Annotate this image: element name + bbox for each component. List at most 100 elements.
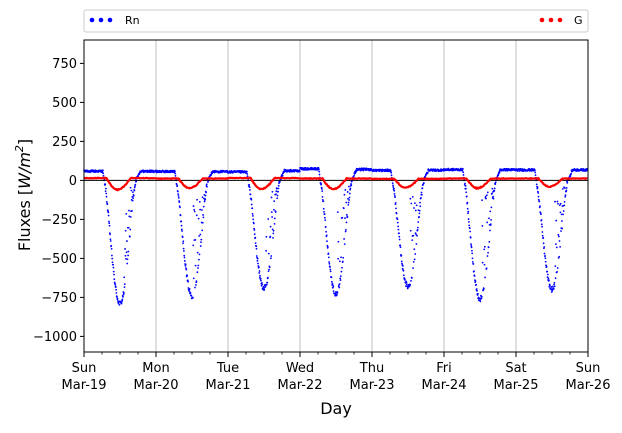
- rn-point: [396, 218, 399, 220]
- rn-point: [544, 257, 547, 260]
- rn-point: [123, 286, 126, 289]
- rn-point: [318, 168, 320, 171]
- rn-point: [253, 233, 256, 236]
- rn-point: [493, 189, 496, 192]
- rn-point: [267, 270, 270, 273]
- rn-point: [342, 256, 345, 259]
- rn-point: [193, 208, 196, 211]
- rn-point: [116, 297, 119, 300]
- rn-point: [120, 302, 123, 305]
- rn-point: [276, 194, 279, 197]
- rn-point: [400, 260, 403, 263]
- rn-point: [106, 203, 109, 206]
- rn-point: [462, 171, 465, 174]
- rn-point: [542, 237, 545, 239]
- rn-point: [464, 184, 467, 187]
- rn-point: [207, 181, 209, 183]
- rn-point: [481, 261, 484, 264]
- rn-point: [480, 295, 483, 298]
- rn-point: [339, 277, 342, 280]
- rn-point: [126, 258, 129, 261]
- rn-point: [112, 266, 115, 269]
- rn-point: [486, 221, 489, 224]
- rn-point: [339, 275, 342, 278]
- rn-point: [276, 197, 279, 200]
- rn-point: [111, 254, 113, 257]
- rn-point: [250, 203, 253, 206]
- rn-point: [188, 288, 191, 290]
- rn-point: [204, 194, 207, 197]
- rn-point: [175, 183, 178, 186]
- rn-point: [484, 195, 487, 198]
- rn-point: [550, 286, 553, 288]
- rn-point: [483, 288, 485, 290]
- rn-point: [176, 184, 179, 187]
- rn-point: [473, 270, 475, 273]
- rn-point: [298, 170, 301, 173]
- rn-point: [174, 170, 176, 173]
- rn-point: [400, 254, 403, 257]
- rn-point: [267, 252, 270, 255]
- legend-rn-marker: [98, 17, 104, 23]
- rn-point: [348, 192, 351, 195]
- rn-point: [197, 264, 200, 267]
- y-tick-label: 250: [52, 135, 77, 150]
- rn-point: [548, 279, 550, 282]
- rn-point: [321, 198, 324, 201]
- rn-point: [426, 171, 429, 174]
- rn-point: [179, 214, 182, 217]
- rn-point: [102, 172, 105, 175]
- rn-point: [131, 210, 133, 212]
- rn-point: [485, 267, 488, 270]
- rn-point: [540, 213, 542, 216]
- rn-point: [360, 169, 362, 172]
- rn-point: [271, 190, 274, 193]
- rn-point: [416, 228, 419, 231]
- rn-point: [490, 219, 492, 221]
- rn-point: [116, 296, 118, 299]
- rn-point: [564, 195, 567, 198]
- rn-point: [115, 292, 118, 294]
- rn-point: [409, 283, 411, 286]
- rn-point: [560, 230, 562, 232]
- rn-point: [390, 174, 393, 177]
- rn-point: [129, 216, 132, 218]
- x-tick-label-day: Sun: [72, 361, 97, 376]
- rn-point: [254, 242, 257, 245]
- rn-point: [338, 286, 341, 289]
- rn-point: [420, 193, 423, 196]
- rn-point: [276, 187, 278, 190]
- rn-point: [111, 257, 114, 260]
- x-tick-label-day: Wed: [286, 361, 314, 376]
- rn-point: [343, 243, 346, 246]
- rn-point: [122, 293, 125, 296]
- rn-point: [275, 190, 278, 193]
- rn-point: [565, 187, 568, 189]
- x-tick-label-day: Tue: [216, 361, 239, 376]
- rn-point: [123, 292, 125, 294]
- rn-point: [401, 262, 403, 265]
- rn-point: [347, 203, 350, 206]
- rn-point: [199, 245, 202, 247]
- rn-point: [491, 192, 493, 195]
- rn-point: [296, 169, 299, 172]
- rn-point: [544, 260, 547, 263]
- grid: [155, 40, 517, 352]
- rn-point: [325, 234, 328, 237]
- rn-point: [270, 211, 273, 213]
- rn-point: [539, 211, 542, 214]
- rn-point: [320, 183, 323, 185]
- rn-point: [405, 281, 408, 284]
- rn-point: [411, 195, 414, 198]
- rn-point: [541, 231, 544, 233]
- rn-point: [554, 277, 557, 280]
- rn-point: [332, 290, 335, 293]
- rn-point: [469, 230, 471, 233]
- rn-point: [196, 251, 199, 254]
- rn-point: [272, 229, 275, 232]
- rn-point: [197, 267, 199, 269]
- rn-point: [342, 207, 345, 210]
- rn-point: [537, 192, 540, 194]
- rn-point: [322, 207, 325, 210]
